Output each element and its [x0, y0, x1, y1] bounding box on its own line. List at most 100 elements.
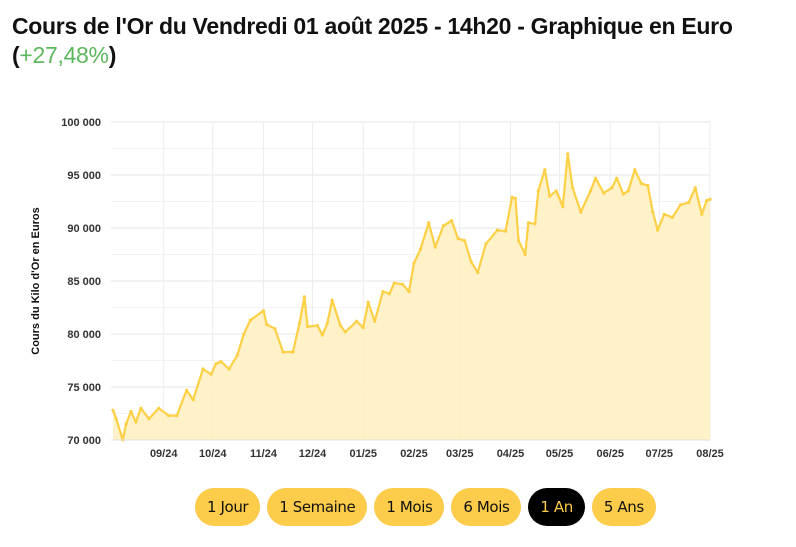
gold-price-chart: 70 000 75 000 80 000 85 000 90 000 95 000 100 … [30, 117, 724, 460]
data-point [633, 168, 637, 172]
data-point [273, 327, 277, 331]
data-point [325, 321, 329, 325]
x-tick-label: 10/24 [199, 448, 227, 460]
data-point [366, 300, 370, 304]
data-point [571, 186, 575, 190]
data-point [484, 242, 488, 246]
data-point [407, 290, 411, 294]
data-point [526, 221, 531, 225]
data-point [219, 359, 223, 364]
data-point [651, 210, 655, 214]
x-tick-label: 01/25 [349, 448, 377, 460]
data-point [373, 319, 377, 323]
data-point [315, 323, 320, 328]
x-tick-label: 06/25 [596, 448, 624, 460]
x-tick-label: 07/25 [646, 448, 674, 460]
data-point [281, 350, 285, 354]
data-point [412, 261, 416, 265]
data-point [579, 210, 583, 214]
data-point [114, 417, 118, 421]
range-button-1-mois[interactable]: 1 Mois [374, 488, 445, 526]
data-point [513, 196, 517, 200]
change-open: ( [12, 42, 20, 68]
data-point [543, 168, 547, 172]
data-point [449, 218, 454, 223]
data-point [209, 372, 213, 376]
data-point [291, 350, 295, 354]
range-button-6-mois[interactable]: 6 Mois [451, 488, 522, 526]
data-point [536, 189, 540, 193]
x-tick-label: 11/24 [250, 448, 278, 460]
data-point [191, 398, 195, 402]
data-point [656, 228, 660, 232]
data-point [387, 292, 392, 296]
range-button-1-an[interactable]: 1 An [528, 488, 585, 526]
change-close: ) [108, 42, 117, 68]
page-title: Cours de l'Or du Vendredi 01 août 2025 -… [12, 12, 733, 70]
data-point [427, 221, 431, 225]
data-point [355, 319, 359, 323]
data-point [687, 200, 691, 205]
data-point [646, 184, 650, 188]
x-tick-label: 08/25 [696, 448, 724, 460]
x-tick-label: 05/25 [546, 448, 574, 460]
data-point [602, 191, 606, 195]
data-point [261, 309, 266, 313]
data-point [639, 181, 643, 186]
y-tick-label: 80 000 [67, 329, 101, 341]
data-point [517, 239, 521, 243]
change-percent: +27,48% [19, 42, 109, 68]
data-point [139, 406, 143, 410]
data-point [343, 330, 347, 334]
data-point [361, 326, 365, 330]
x-tick-label: 12/24 [299, 448, 327, 460]
data-point [185, 388, 189, 392]
range-button-5-ans[interactable]: 5 Ans [591, 488, 656, 526]
range-button-1-semaine[interactable]: 1 Semaine [267, 488, 368, 526]
data-point [297, 321, 302, 325]
range-selector: 1 Jour 1 Semaine 1 Mois 6 Mois 1 An 5 Ans [195, 488, 656, 526]
data-point [134, 420, 138, 424]
y-axis-label: Cours du Kilo d'Or en Euros [30, 207, 42, 354]
data-point [248, 318, 252, 322]
data-point [147, 417, 151, 421]
data-point [157, 406, 161, 410]
data-point [589, 189, 593, 193]
data-point [708, 197, 712, 201]
data-point [111, 408, 115, 412]
data-point [235, 353, 239, 357]
data-point [593, 176, 598, 180]
data-point [554, 189, 558, 193]
data-point [167, 414, 171, 418]
y-tick-label: 100 000 [61, 117, 101, 129]
x-tick-label: 03/25 [446, 448, 474, 460]
data-point [533, 222, 537, 226]
data-point [503, 229, 508, 233]
data-point [476, 270, 480, 275]
area-fill [113, 153, 710, 441]
title-text: Cours de l'Or du Vendredi 01 août 2025 -… [12, 13, 733, 39]
data-point [124, 422, 128, 426]
y-tick-label: 70 000 [67, 435, 101, 447]
x-tick-label: 04/25 [497, 448, 525, 460]
data-point [610, 186, 614, 190]
data-point [392, 281, 396, 285]
data-point [201, 367, 205, 371]
data-point [621, 192, 625, 196]
data-point [320, 333, 324, 337]
data-point [129, 409, 133, 413]
data-point [705, 198, 709, 203]
data-point [306, 324, 310, 329]
data-point [242, 332, 246, 336]
x-tick-label: 09/24 [150, 448, 178, 460]
range-button-1-jour[interactable]: 1 Jour [195, 488, 261, 526]
data-point [523, 252, 527, 257]
data-point [495, 228, 499, 232]
data-point [456, 237, 460, 241]
y-tick-label: 95 000 [67, 170, 101, 182]
data-point [227, 367, 231, 371]
data-point [302, 295, 306, 299]
data-point [381, 290, 385, 294]
data-point [566, 152, 570, 156]
data-point [463, 239, 467, 243]
